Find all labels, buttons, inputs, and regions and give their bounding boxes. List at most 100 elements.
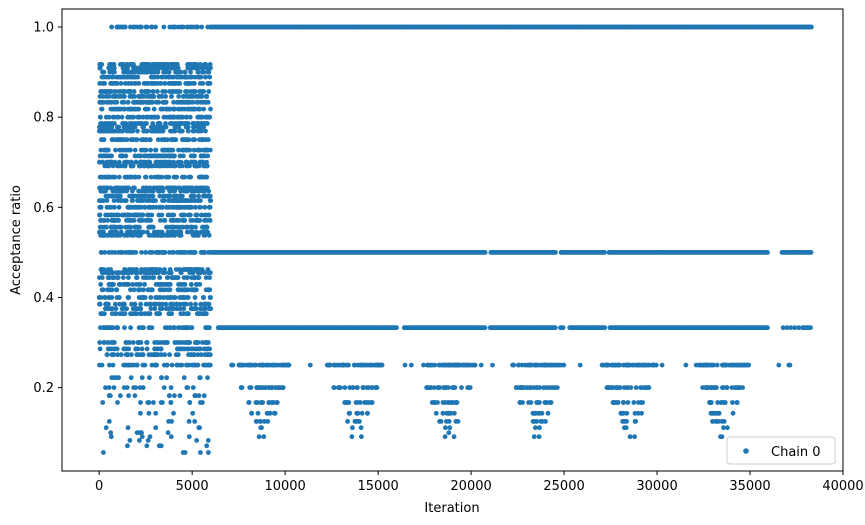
data-point <box>100 81 106 86</box>
data-point <box>134 275 139 280</box>
data-point <box>167 24 173 30</box>
data-point <box>96 295 102 300</box>
data-point <box>98 325 103 331</box>
data-point <box>455 419 461 424</box>
data-point <box>171 81 177 86</box>
data-point <box>459 385 464 390</box>
data-point <box>693 362 699 368</box>
data-point <box>132 393 138 399</box>
data-point <box>153 282 159 287</box>
data-point <box>176 147 181 153</box>
data-point <box>198 250 204 255</box>
data-point <box>180 346 186 352</box>
data-point <box>457 362 463 368</box>
data-point <box>197 62 203 67</box>
x-tick-label: 15000 <box>357 479 398 494</box>
data-point <box>172 232 178 238</box>
data-point <box>116 174 122 180</box>
data-point <box>172 106 178 112</box>
data-point <box>715 400 721 405</box>
data-point <box>539 419 545 424</box>
data-point <box>116 250 122 255</box>
data-point <box>125 99 131 105</box>
data-point <box>792 325 798 331</box>
data-point <box>133 159 139 165</box>
data-point <box>532 410 538 416</box>
data-point <box>165 306 171 312</box>
data-point <box>189 106 195 112</box>
data-point <box>734 400 740 405</box>
data-point <box>633 385 639 390</box>
data-point <box>158 443 164 449</box>
data-point <box>137 114 143 120</box>
data-point <box>205 99 211 105</box>
data-point <box>186 419 192 424</box>
data-point <box>140 352 146 358</box>
data-point <box>186 352 191 358</box>
data-point <box>151 62 157 67</box>
data-point <box>113 306 119 312</box>
data-point <box>99 99 105 105</box>
data-point <box>444 419 449 424</box>
data-point <box>603 362 609 368</box>
data-point <box>100 69 106 75</box>
data-point <box>190 232 196 238</box>
data-point <box>128 159 134 165</box>
data-point <box>530 419 536 424</box>
data-point <box>183 89 188 94</box>
data-point <box>440 410 446 416</box>
data-point <box>106 385 112 390</box>
data-point <box>153 24 158 30</box>
data-point <box>269 400 275 405</box>
data-point <box>103 306 108 312</box>
data-point <box>602 250 607 255</box>
data-point <box>114 275 120 280</box>
data-point <box>178 270 184 276</box>
data-point <box>101 450 106 455</box>
data-point <box>205 69 211 75</box>
data-point <box>172 340 178 345</box>
data-point <box>130 340 136 345</box>
data-point <box>134 362 140 368</box>
data-point <box>169 94 174 99</box>
data-point <box>436 362 442 368</box>
data-point <box>324 362 330 368</box>
data-point <box>366 385 372 390</box>
x-tick-label: 5000 <box>176 479 209 494</box>
data-point <box>127 121 133 126</box>
data-point <box>185 62 191 67</box>
data-point <box>102 163 108 169</box>
data-point <box>165 193 171 199</box>
data-point <box>130 188 135 194</box>
data-point <box>165 325 170 331</box>
data-point <box>193 24 199 30</box>
data-point <box>181 375 187 381</box>
data-point <box>196 275 201 280</box>
data-point <box>724 362 729 368</box>
data-point <box>189 81 195 86</box>
data-point <box>198 99 204 105</box>
data-point <box>131 232 137 238</box>
data-point <box>173 267 179 272</box>
data-point <box>160 62 166 67</box>
data-point <box>124 74 130 80</box>
data-point <box>190 250 195 255</box>
data-point <box>190 410 196 416</box>
data-point <box>107 62 112 67</box>
data-point <box>161 99 167 105</box>
data-point <box>443 425 448 431</box>
data-point <box>123 224 128 230</box>
data-point <box>150 287 155 293</box>
data-point <box>180 450 186 455</box>
data-point <box>208 106 213 112</box>
data-point <box>144 346 150 352</box>
data-point <box>111 65 117 71</box>
data-point <box>158 295 163 300</box>
data-point <box>97 275 102 280</box>
data-point <box>136 188 142 194</box>
data-point <box>99 287 105 293</box>
data-point <box>157 306 163 312</box>
data-point <box>128 311 133 317</box>
data-point <box>147 434 153 440</box>
data-point <box>105 218 110 223</box>
